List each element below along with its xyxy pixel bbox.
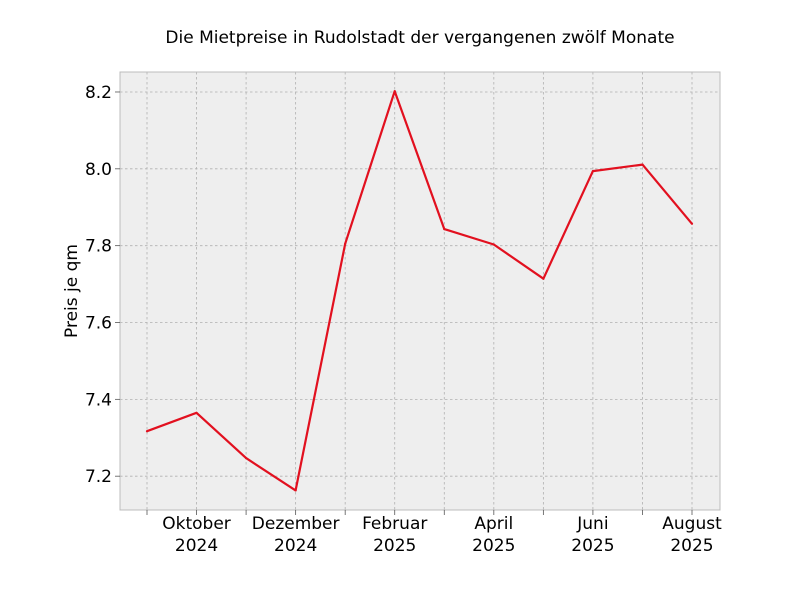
x-tick-label-year: 2025: [472, 536, 515, 556]
x-tick-label: Oktober 2024: [162, 514, 231, 556]
x-tick-label-month: April: [474, 514, 513, 534]
data-point: [641, 163, 644, 166]
x-tick-label: Februar 2025: [362, 514, 427, 556]
plot-frame: [119, 71, 721, 511]
y-tick-label: 7.6: [85, 314, 112, 334]
y-tick-label: 7.8: [85, 237, 112, 257]
x-tick-label: August 2025: [662, 514, 722, 556]
x-tick-label: April 2025: [472, 514, 515, 556]
data-point: [294, 489, 297, 492]
chart-title: Die Mietpreise in Rudolstadt der vergang…: [165, 28, 674, 48]
y-tick-label: 8.2: [85, 83, 112, 103]
x-tick-label-year: 2025: [373, 536, 416, 556]
y-tick-label: 7.2: [85, 467, 112, 487]
y-axis-label: Preis je qm: [62, 244, 82, 338]
data-point: [443, 228, 446, 231]
y-axis-ticks: 7.2 7.4 7.6 7.8 8.0 8.2: [85, 83, 120, 487]
x-tick-label-month: Oktober: [162, 514, 231, 534]
grid: [120, 72, 720, 510]
x-tick-label-month: Dezember: [252, 514, 340, 534]
x-tick-label-year: 2025: [571, 536, 614, 556]
y-tick-label: 7.4: [85, 390, 112, 410]
x-tick-label-month: Februar: [362, 514, 427, 534]
data-point: [244, 457, 248, 460]
y-tick-label: 8.0: [85, 160, 112, 180]
data-point: [393, 90, 396, 93]
x-tick-label-year: 2024: [175, 536, 218, 556]
data-point: [195, 411, 198, 414]
series-layer: [145, 90, 694, 492]
data-point: [492, 243, 495, 246]
x-tick-label-year: 2025: [670, 536, 713, 556]
x-tick-label-month: Juni: [576, 514, 608, 534]
data-point: [145, 430, 149, 433]
x-tick-label-month: August: [662, 514, 722, 534]
x-tick-label: Juni 2025: [571, 514, 614, 556]
data-point: [542, 277, 545, 280]
x-tick-label-year: 2024: [274, 536, 317, 556]
data-point: [690, 222, 694, 225]
data-point: [344, 242, 347, 245]
x-tick-label: Dezember 2024: [252, 514, 340, 556]
series-line: [146, 90, 693, 492]
plot-area: [120, 72, 720, 510]
data-point: [591, 170, 595, 173]
